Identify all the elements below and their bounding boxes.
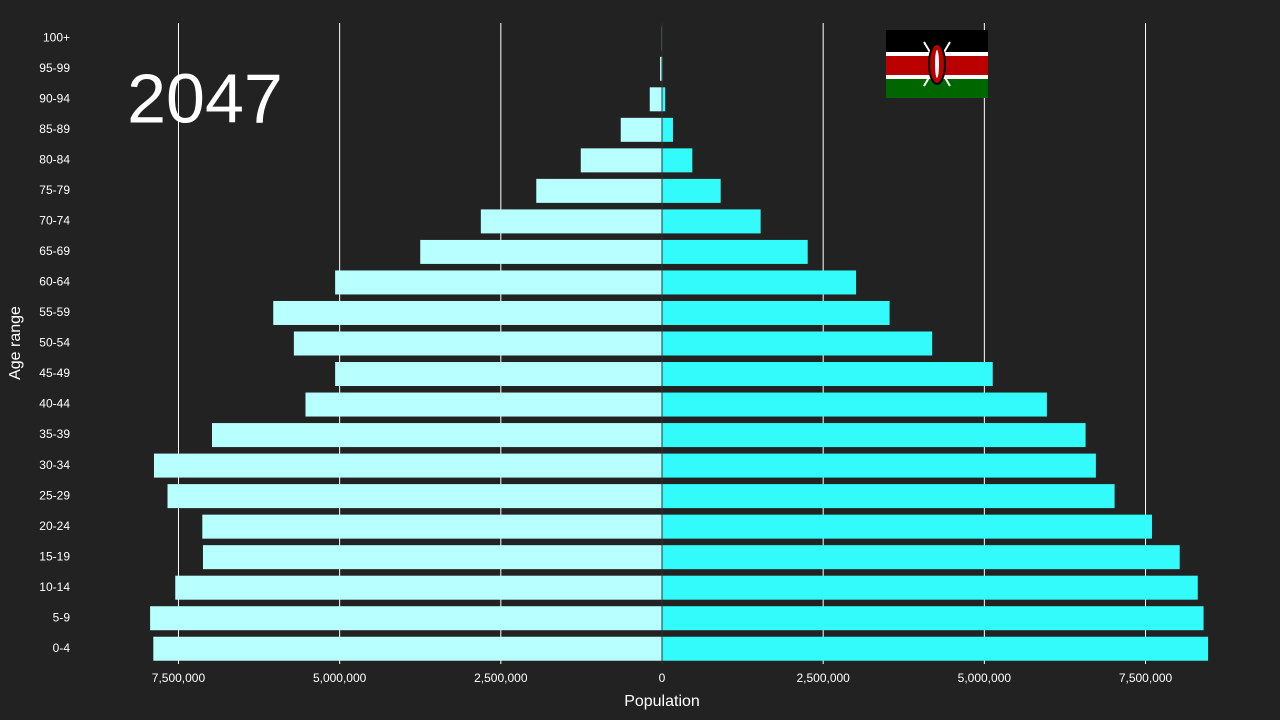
bar [202, 514, 662, 539]
bar [167, 484, 662, 509]
y-tick-label: 35-39 [39, 427, 70, 441]
bar [305, 392, 662, 417]
y-tick-label: 80-84 [39, 153, 70, 167]
bar [662, 87, 666, 112]
y-tick-label: 0-4 [53, 641, 71, 655]
bar [211, 423, 662, 448]
bar [662, 300, 890, 325]
y-tick-label: 75-79 [39, 183, 70, 197]
bar [580, 148, 662, 173]
bar [273, 300, 662, 325]
bar [150, 606, 663, 631]
bar [480, 209, 662, 234]
x-tick-label: 2,500,000 [474, 671, 528, 685]
bar [202, 545, 662, 570]
bar [662, 209, 761, 234]
bar [536, 178, 662, 203]
x-tick-label: 0 [659, 671, 666, 685]
bar [662, 362, 993, 387]
y-tick-label: 85-89 [39, 122, 70, 136]
y-tick-label: 100+ [43, 30, 70, 44]
bar [662, 392, 1047, 417]
x-tick-label: 7,500,000 [1119, 671, 1173, 685]
y-tick-label: 20-24 [39, 519, 70, 533]
y-tick-label: 10-14 [39, 580, 70, 594]
y-tick-label: 50-54 [39, 336, 70, 350]
year-label: 2047 [127, 59, 283, 137]
bar [153, 636, 662, 661]
bar [660, 56, 662, 81]
bar [335, 270, 662, 295]
flag [886, 30, 988, 98]
bar [662, 331, 933, 356]
bar [662, 148, 693, 173]
x-tick-label: 2,500,000 [796, 671, 850, 685]
y-tick-label: 25-29 [39, 488, 70, 502]
bar [662, 514, 1152, 539]
bar [662, 239, 808, 264]
y-tick-label: 30-34 [39, 458, 70, 472]
bar [153, 453, 662, 478]
bar [662, 606, 1204, 631]
x-tick-label: 7,500,000 [152, 671, 206, 685]
bar [662, 270, 857, 295]
bar [662, 117, 673, 142]
y-tick-label: 15-19 [39, 549, 70, 563]
y-tick-label: 55-59 [39, 305, 70, 319]
bar [662, 423, 1086, 448]
y-tick-label: 60-64 [39, 275, 70, 289]
bar [662, 636, 1209, 661]
x-tick-label: 5,000,000 [313, 671, 367, 685]
bar [662, 178, 721, 203]
y-tick-label: 70-74 [39, 214, 70, 228]
bar [662, 545, 1180, 570]
y-tick-label: 5-9 [53, 610, 71, 624]
y-tick-label: 45-49 [39, 366, 70, 380]
bar [620, 117, 662, 142]
y-tick-label: 95-99 [39, 61, 70, 75]
y-axis-label: Age range [7, 306, 24, 380]
bar [335, 362, 662, 387]
bar [175, 575, 662, 600]
y-tick-label: 65-69 [39, 244, 70, 258]
bar [420, 239, 662, 264]
bar [662, 453, 1096, 478]
bar [649, 87, 662, 112]
x-tick-label: 5,000,000 [958, 671, 1012, 685]
bar [662, 484, 1115, 509]
y-tick-label: 40-44 [39, 397, 70, 411]
bar [293, 331, 662, 356]
x-axis-label: Population [624, 693, 700, 710]
bar [662, 575, 1198, 600]
y-tick-label: 90-94 [39, 91, 70, 105]
